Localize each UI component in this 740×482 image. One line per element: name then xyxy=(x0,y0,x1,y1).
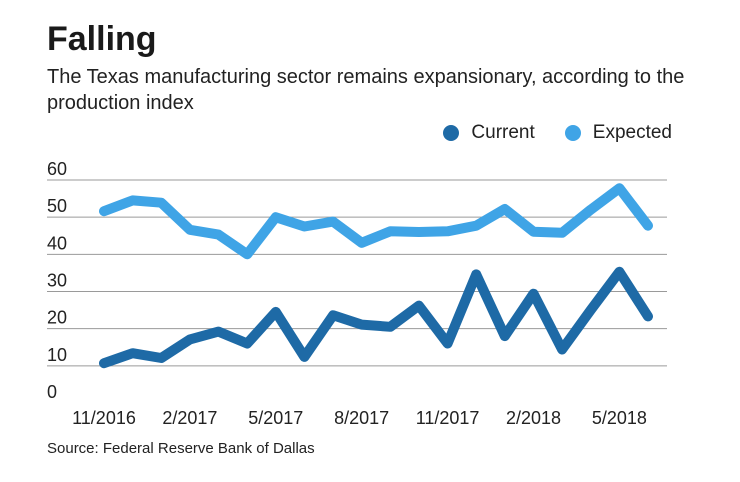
grid-layer xyxy=(47,179,667,367)
series-line-expected xyxy=(99,183,653,260)
legend-swatch-current xyxy=(443,125,460,141)
chart-title: Falling xyxy=(47,20,157,58)
legend-item-current: Current xyxy=(443,122,535,144)
x-tick-label: 8/2017 xyxy=(334,408,389,428)
y-tick-label: 0 xyxy=(47,382,57,402)
y-tick-label: 60 xyxy=(47,159,67,179)
x-tick-label: 2/2017 xyxy=(162,408,217,428)
source-note: Source: Federal Reserve Bank of Dallas xyxy=(47,440,315,457)
legend-swatch-expected xyxy=(564,125,581,141)
y-tick-label: 10 xyxy=(47,345,67,365)
series-layer xyxy=(99,183,653,369)
series-line-current xyxy=(99,266,653,369)
x-tick-label: 2/2018 xyxy=(506,408,561,428)
chart-subtitle: The Texas manufacturing sector remains e… xyxy=(47,66,685,114)
y-tick-label: 30 xyxy=(47,271,67,291)
y-axis-labels: 0 10 20 30 40 50 60 xyxy=(47,159,67,402)
legend: Current Expected xyxy=(413,122,672,144)
x-axis-labels: 11/2016 2/2017 5/2017 8/2017 11/2017 2/2018 5/… xyxy=(72,408,647,428)
y-tick-label: 40 xyxy=(47,233,67,253)
legend-label-expected: Expected xyxy=(592,122,672,143)
x-tick-label: 11/2016 xyxy=(72,408,136,428)
y-tick-label: 50 xyxy=(47,196,67,216)
x-tick-label: 5/2017 xyxy=(248,408,303,428)
legend-item-expected: Expected xyxy=(564,122,672,144)
y-tick-label: 20 xyxy=(47,308,67,328)
legend-label-current: Current xyxy=(471,122,535,143)
x-tick-label: 11/2017 xyxy=(416,408,480,428)
x-tick-label: 5/2018 xyxy=(592,408,647,428)
